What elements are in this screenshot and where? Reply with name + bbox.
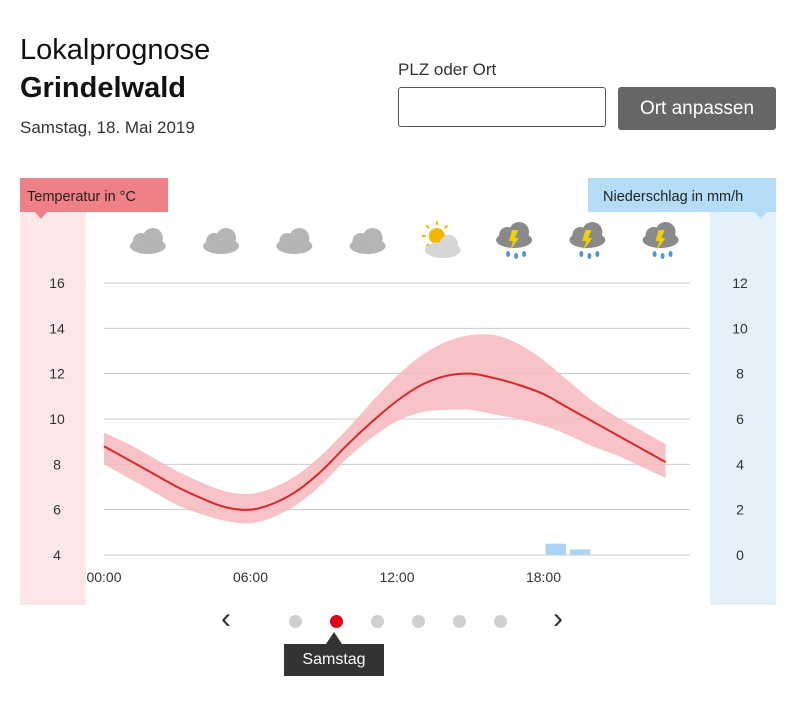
x-tick-label: 06:00 bbox=[233, 569, 268, 585]
x-tick-label: 00:00 bbox=[86, 569, 121, 585]
raindrop-part bbox=[522, 251, 527, 257]
day-tooltip: Samstag bbox=[284, 644, 384, 676]
prev-day-arrow-icon[interactable]: ‹ bbox=[221, 602, 231, 635]
cloud-part bbox=[142, 228, 163, 248]
day-dot-4[interactable] bbox=[412, 615, 425, 628]
day-dot-2[interactable] bbox=[330, 615, 343, 628]
temperature-panel bbox=[20, 210, 86, 605]
sun-ray bbox=[425, 243, 430, 248]
forecast-date: Samstag, 18. Mai 2019 bbox=[20, 118, 195, 137]
temperature-axis-tag bbox=[20, 178, 168, 212]
lightning-part bbox=[509, 230, 520, 250]
precipitation-tag-pointer bbox=[755, 212, 767, 219]
partly-sunny-icon bbox=[421, 221, 461, 258]
precipitation-axis-tag bbox=[588, 178, 776, 212]
right-tick-label: 2 bbox=[736, 502, 744, 518]
cloud-part bbox=[216, 228, 237, 248]
left-tick-label: 4 bbox=[53, 547, 61, 563]
right-tick-label: 6 bbox=[736, 411, 744, 427]
plz-label: PLZ oder Ort bbox=[398, 60, 497, 79]
x-tick-label: 12:00 bbox=[379, 569, 414, 585]
page-title-prefix: Lokalprognose bbox=[20, 34, 211, 66]
lightning-part bbox=[582, 230, 593, 250]
thunder-rain-icon bbox=[569, 222, 606, 259]
precipitation-axis-label: Niederschlag in mm/h bbox=[603, 189, 743, 205]
thunder-rain-icon bbox=[642, 222, 679, 259]
next-day-arrow-icon[interactable]: › bbox=[553, 602, 563, 635]
cloud-icon bbox=[276, 228, 313, 254]
right-tick-label: 12 bbox=[732, 275, 748, 291]
raindrop-part bbox=[660, 253, 665, 259]
left-tick-label: 12 bbox=[49, 366, 65, 382]
right-tick-label: 4 bbox=[736, 456, 744, 472]
raindrop-part bbox=[506, 251, 511, 257]
cloud-icon bbox=[203, 228, 240, 254]
precipitation-bar bbox=[569, 549, 591, 555]
temperature-axis-label: Temperatur in °C bbox=[27, 189, 136, 205]
x-tick-label: 18:00 bbox=[526, 569, 561, 585]
sun-ray bbox=[443, 224, 449, 229]
raindrop-part bbox=[587, 253, 592, 259]
raindrop-part bbox=[668, 251, 673, 257]
cloud-icon bbox=[129, 228, 166, 254]
day-dot-6[interactable] bbox=[494, 615, 507, 628]
left-tick-label: 14 bbox=[49, 320, 65, 336]
temperature-range-band bbox=[104, 334, 666, 524]
raindrop-part bbox=[514, 253, 519, 259]
right-tick-label: 10 bbox=[732, 320, 748, 336]
precipitation-panel bbox=[710, 210, 776, 605]
day-dot-3[interactable] bbox=[371, 615, 384, 628]
raindrop-part bbox=[579, 251, 584, 257]
cloud-part bbox=[439, 235, 458, 253]
forecast-chart: Temperatur in °C Niederschlag in mm/h 4 6 8 1… bbox=[20, 178, 776, 605]
precipitation-bar bbox=[545, 543, 566, 555]
left-tick-label: 10 bbox=[49, 411, 65, 427]
left-tick-label: 16 bbox=[49, 275, 65, 291]
temperature-tag-pointer bbox=[35, 212, 47, 219]
cloud-part bbox=[289, 228, 310, 248]
cloud-part bbox=[362, 228, 383, 248]
tooltip-arrow bbox=[326, 632, 342, 644]
ort-anpassen-button[interactable]: Ort anpassen bbox=[618, 87, 776, 130]
sun-ray bbox=[425, 224, 430, 229]
right-tick-label: 8 bbox=[736, 366, 744, 382]
cloud-icon bbox=[349, 228, 386, 254]
location-title: Grindelwald bbox=[20, 72, 186, 104]
lightning-part bbox=[655, 230, 666, 250]
plz-input[interactable] bbox=[398, 87, 606, 127]
temperature-line bbox=[103, 372, 667, 511]
day-dot-1[interactable] bbox=[289, 615, 302, 628]
left-tick-label: 8 bbox=[53, 456, 61, 472]
thunder-rain-icon bbox=[496, 222, 533, 259]
raindrop-part bbox=[595, 251, 600, 257]
left-tick-label: 6 bbox=[53, 502, 61, 518]
day-dot-5[interactable] bbox=[453, 615, 466, 628]
right-tick-label: 0 bbox=[736, 547, 744, 563]
raindrop-part bbox=[652, 251, 657, 257]
